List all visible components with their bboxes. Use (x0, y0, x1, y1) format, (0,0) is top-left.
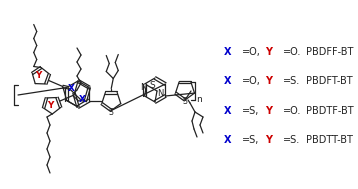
Text: =S,: =S, (242, 135, 259, 145)
Text: =S.: =S. (283, 135, 300, 145)
Text: X: X (224, 106, 231, 115)
Text: N: N (157, 90, 163, 98)
Text: Y: Y (47, 101, 53, 111)
Text: S: S (109, 108, 113, 117)
Text: n: n (196, 94, 202, 104)
Text: X: X (224, 47, 231, 57)
Text: X: X (79, 95, 86, 104)
Text: Y: Y (265, 76, 272, 86)
Text: PBDTF-BT: PBDTF-BT (306, 106, 354, 115)
Text: X: X (224, 135, 231, 145)
Text: =O.: =O. (283, 106, 301, 115)
Text: =S.: =S. (283, 76, 300, 86)
Text: =O.: =O. (283, 47, 301, 57)
Text: =O,: =O, (242, 76, 261, 86)
Text: S: S (183, 98, 187, 106)
Text: PBDFT-BT: PBDFT-BT (306, 76, 353, 86)
Text: N: N (140, 84, 147, 92)
Text: Y: Y (35, 71, 42, 80)
Text: =S,: =S, (242, 106, 259, 115)
Text: Y: Y (265, 135, 272, 145)
Text: =O,: =O, (242, 47, 261, 57)
Text: X: X (224, 76, 231, 86)
Text: PBDTT-BT: PBDTT-BT (306, 135, 353, 145)
Text: Y: Y (265, 106, 272, 115)
Text: Y: Y (265, 47, 272, 57)
Text: X: X (68, 84, 75, 93)
Text: S: S (149, 81, 155, 90)
Text: PBDFF-BT: PBDFF-BT (306, 47, 353, 57)
